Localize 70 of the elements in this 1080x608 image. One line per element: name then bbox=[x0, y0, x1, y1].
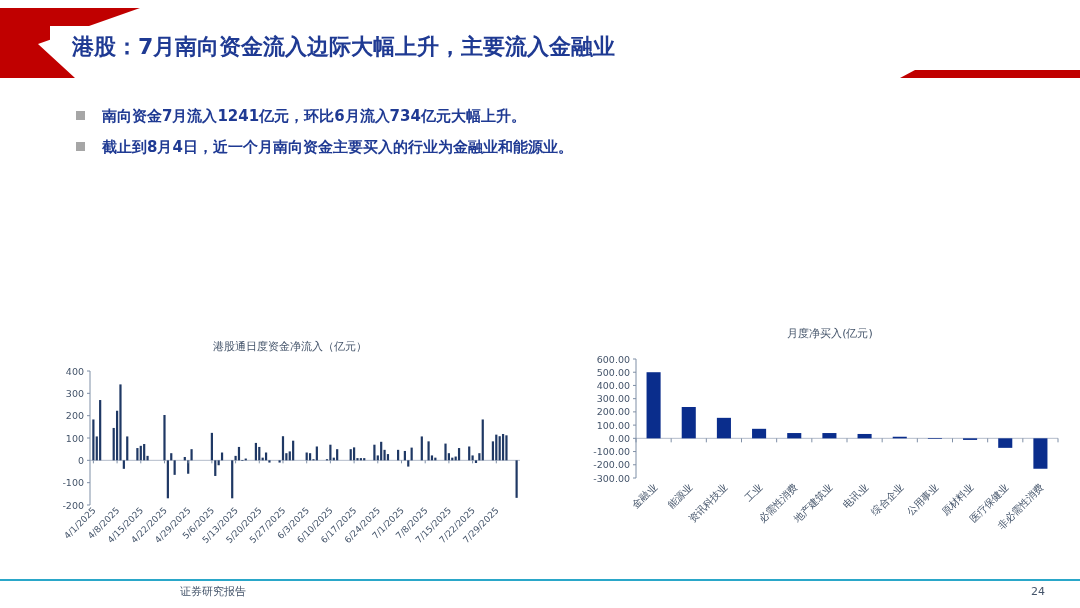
y-tick-label: 400 bbox=[65, 365, 84, 377]
bar bbox=[214, 460, 217, 476]
bar bbox=[231, 460, 234, 499]
bar bbox=[352, 447, 356, 461]
x-tick-label: 金融业 bbox=[630, 481, 659, 511]
y-tick-label: 300 bbox=[65, 387, 84, 399]
bar bbox=[468, 446, 471, 461]
y-tick-label: -200 bbox=[62, 499, 84, 511]
bar bbox=[857, 433, 872, 439]
y-tick-label: 0.00 bbox=[608, 432, 630, 444]
bar bbox=[173, 460, 176, 475]
y-tick-label: -100.00 bbox=[593, 446, 630, 458]
bar bbox=[505, 435, 508, 461]
bar bbox=[998, 438, 1013, 448]
bar bbox=[237, 446, 241, 461]
y-tick-label: 500.00 bbox=[596, 366, 630, 378]
bar bbox=[481, 419, 484, 461]
bar bbox=[315, 446, 318, 461]
bar bbox=[210, 432, 213, 461]
bar bbox=[166, 460, 169, 499]
bar bbox=[373, 444, 376, 461]
bar bbox=[217, 460, 220, 466]
bar bbox=[501, 433, 505, 461]
bar bbox=[681, 407, 696, 439]
y-tick-label: 200 bbox=[65, 410, 84, 422]
bar bbox=[278, 460, 281, 463]
y-tick-label: 600.00 bbox=[596, 353, 630, 365]
bar bbox=[407, 460, 410, 467]
bar bbox=[119, 384, 122, 461]
bar bbox=[474, 460, 478, 464]
y-tick-label: 100 bbox=[65, 432, 84, 444]
bar bbox=[420, 436, 423, 461]
bar bbox=[268, 460, 271, 463]
bar bbox=[258, 446, 261, 461]
y-tick-label: 0 bbox=[77, 454, 84, 466]
text: 24 bbox=[1031, 585, 1045, 598]
text: 证券研究报告 bbox=[180, 585, 246, 598]
y-tick-label: 300.00 bbox=[596, 393, 630, 405]
bar bbox=[126, 436, 129, 461]
x-tick-label: 工业 bbox=[742, 481, 765, 504]
bar bbox=[787, 433, 802, 439]
text: 港股：7月南向资金流入边际大幅上升，主要流入金融业 bbox=[71, 34, 616, 59]
y-tick-label: -100 bbox=[62, 477, 84, 489]
bar bbox=[427, 441, 430, 461]
bar bbox=[822, 433, 837, 439]
bar bbox=[99, 400, 102, 461]
text: 南向资金7月流入1241亿元，环比6月流入734亿元大幅上升。 bbox=[101, 107, 526, 125]
y-tick-label: 400.00 bbox=[596, 379, 630, 391]
chart-title: 月度净买入(亿元) bbox=[787, 327, 873, 340]
y-tick-label: 100.00 bbox=[596, 419, 630, 431]
bar bbox=[92, 419, 95, 461]
x-tick-label: 公用事业 bbox=[904, 481, 941, 518]
x-tick-label: 能源业 bbox=[665, 481, 695, 511]
bar bbox=[716, 417, 731, 439]
bar bbox=[515, 460, 518, 498]
x-tick-label: 综合企业 bbox=[869, 481, 906, 518]
bar bbox=[163, 415, 166, 461]
bar bbox=[190, 449, 193, 461]
text: 截止到8月4日，近一个月南向资金主要买入的行业为金融业和能源业。 bbox=[101, 138, 573, 156]
y-tick-label: -200.00 bbox=[593, 459, 630, 471]
bar bbox=[122, 460, 125, 469]
bar bbox=[646, 372, 661, 439]
x-tick-label: 电讯业 bbox=[841, 481, 870, 511]
y-tick-label: -300.00 bbox=[593, 472, 630, 484]
y-tick-label: 200.00 bbox=[596, 406, 630, 418]
bar bbox=[752, 428, 767, 439]
bar bbox=[1033, 438, 1048, 469]
bar bbox=[444, 443, 447, 461]
bar bbox=[281, 436, 285, 461]
chart-title: 港股通日度资金净流入（亿元） bbox=[213, 340, 367, 353]
